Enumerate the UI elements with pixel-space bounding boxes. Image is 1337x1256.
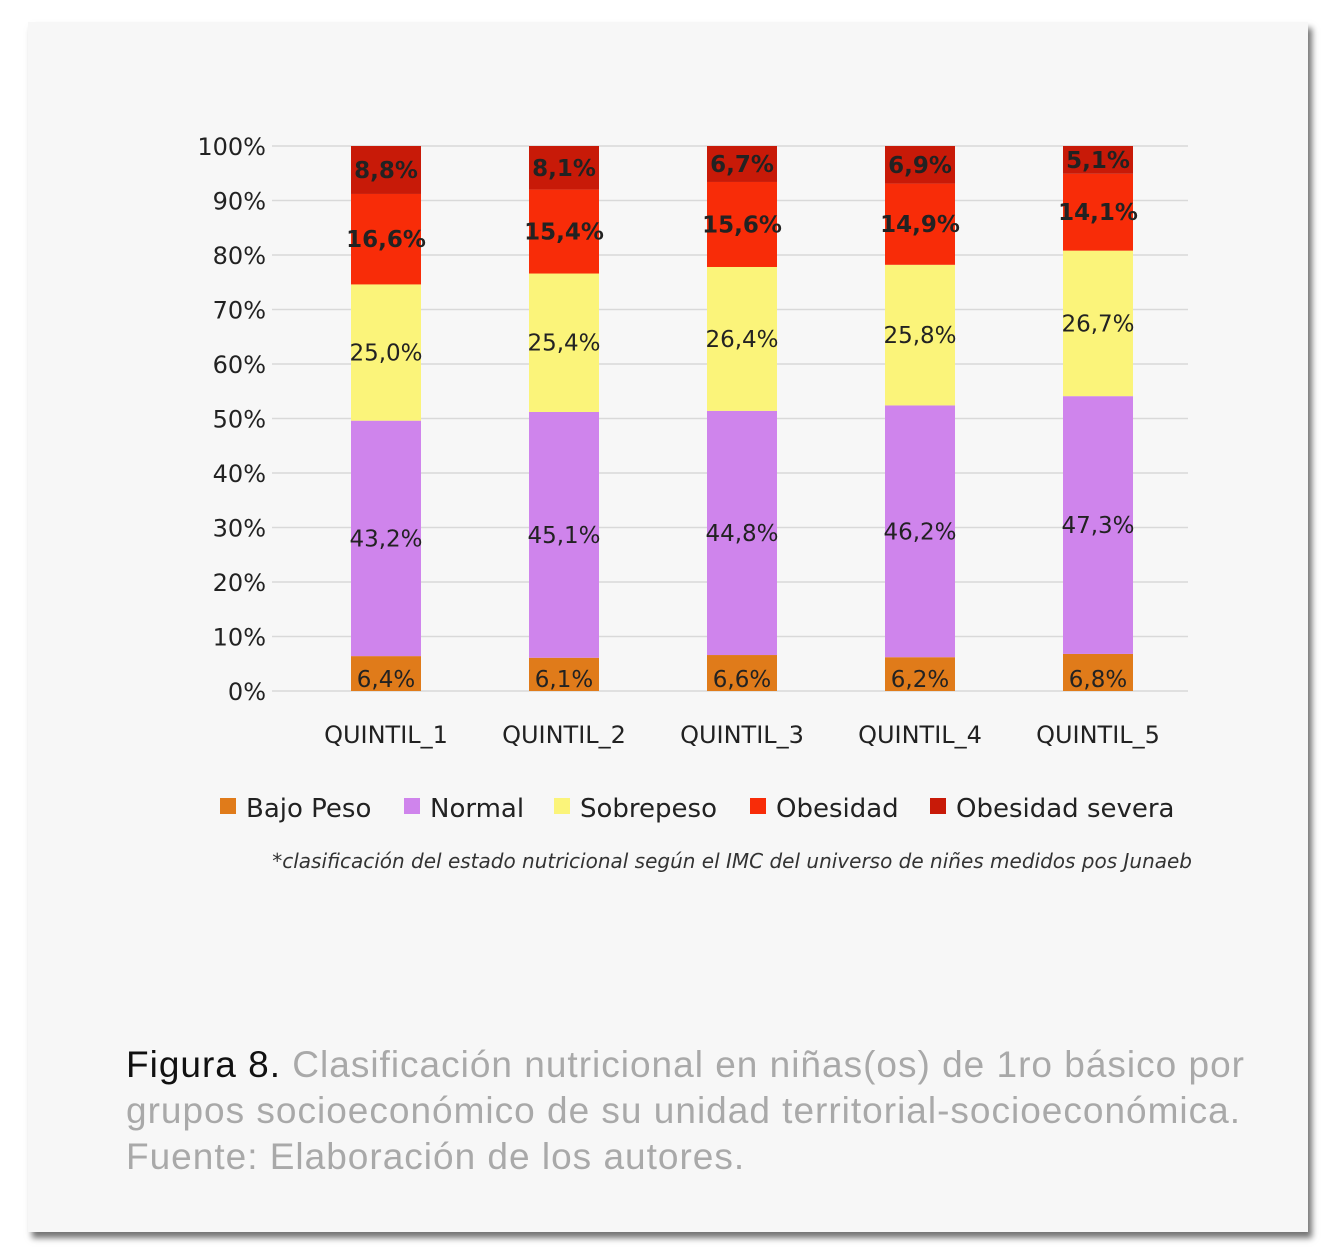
legend-swatch <box>554 798 570 814</box>
data-label: 15,6% <box>702 212 782 238</box>
y-tick-label: 50% <box>213 406 266 434</box>
y-tick-label: 70% <box>213 297 266 325</box>
bar-segment <box>529 189 599 274</box>
legend-swatch <box>930 798 946 814</box>
legend-label: Obesidad severa <box>956 794 1175 824</box>
bar-segment <box>351 420 421 657</box>
data-label: 25,8% <box>883 323 956 349</box>
data-label: 15,4% <box>524 220 604 246</box>
data-label: 6,1% <box>535 667 593 693</box>
chart-note: *clasificación del estado nutricional se… <box>272 849 1192 873</box>
data-label: 44,8% <box>705 521 778 547</box>
data-label: 47,3% <box>1061 513 1134 539</box>
y-tick-label: 90% <box>213 188 266 216</box>
bar-segment <box>529 411 599 658</box>
data-label: 25,4% <box>527 331 600 357</box>
bar-segment <box>351 284 421 421</box>
y-tick-label: 20% <box>213 569 266 597</box>
x-category-label: QUINTIL_2 <box>502 721 626 749</box>
data-label: 14,9% <box>880 212 960 238</box>
y-tick-label: 80% <box>213 242 266 270</box>
figure-caption: Figura 8. Clasificación nutricional en n… <box>126 1042 1286 1180</box>
bar-segment <box>885 657 955 691</box>
bar-segment <box>885 264 955 406</box>
data-label: 26,7% <box>1061 311 1134 337</box>
bar-segment <box>707 655 777 691</box>
data-label: 6,8% <box>1069 667 1127 693</box>
bar-segment <box>707 146 777 182</box>
figure-number: Figura 8. <box>126 1044 282 1085</box>
data-label: 6,6% <box>713 667 771 693</box>
legend-label: Sobrepeso <box>580 794 717 824</box>
bar-segment <box>1063 173 1133 251</box>
bar-segment <box>707 410 777 656</box>
y-tick-label: 60% <box>213 351 266 379</box>
bar-segment <box>529 146 599 190</box>
bar-segment <box>707 266 777 411</box>
legend-label: Obesidad <box>776 794 899 824</box>
y-tick-label: 10% <box>213 624 266 652</box>
x-axis-categories: QUINTIL_1 QUINTIL_2 QUINTIL_3 QUINTIL_4 QUIN… <box>324 721 1160 749</box>
y-tick-label: 40% <box>213 460 266 488</box>
legend-label: Bajo Peso <box>246 794 371 824</box>
bar-segment <box>1063 250 1133 397</box>
data-label: 5,1% <box>1066 148 1130 174</box>
x-category-label: QUINTIL_1 <box>324 721 448 749</box>
bar-segment <box>351 656 421 691</box>
data-label: 6,2% <box>891 667 949 693</box>
bar-segment <box>351 193 421 285</box>
bar-segment <box>885 146 955 184</box>
data-label: 6,9% <box>888 153 952 179</box>
data-label: 26,4% <box>705 327 778 353</box>
legend-label: Normal <box>430 794 524 824</box>
bar-segment <box>529 657 599 691</box>
data-label: 25,0% <box>349 341 422 367</box>
data-label: 6,7% <box>710 152 774 178</box>
data-label: 16,6% <box>346 227 426 253</box>
legend-swatch <box>404 798 420 814</box>
bar-segment <box>885 405 955 658</box>
data-label: 8,8% <box>354 158 418 184</box>
legend-swatch <box>220 798 236 814</box>
data-label: 14,1% <box>1058 200 1138 226</box>
y-tick-label: 0% <box>228 678 266 706</box>
data-label: 45,1% <box>527 523 600 549</box>
bars <box>351 146 1133 691</box>
caption-text: Clasificación nutricional en niñas(os) d… <box>126 1044 1245 1177</box>
bar-segment <box>529 273 599 412</box>
x-category-label: QUINTIL_5 <box>1036 721 1160 749</box>
legend: Bajo Peso Normal Sobrepeso Obesidad Obesidad… <box>220 794 1175 824</box>
data-label: 6,4% <box>357 667 415 693</box>
bar-segment <box>885 183 955 265</box>
legend-swatch <box>750 798 766 814</box>
bar-segment <box>1063 146 1133 174</box>
figure-card: 0% 10% 20% 30% 40% 50% 60% 70% 80% 90% 100% 6,4% 43… <box>28 22 1308 1232</box>
x-category-label: QUINTIL_3 <box>680 721 804 749</box>
data-label: 46,2% <box>883 519 956 545</box>
x-category-label: QUINTIL_4 <box>858 721 982 749</box>
bar-segment <box>1063 396 1133 654</box>
y-axis-ticks: 0% 10% 20% 30% 40% 50% 60% 70% 80% 90% 100% <box>197 133 266 706</box>
y-tick-label: 100% <box>197 133 266 161</box>
data-labels: 6,4% 43,2% 25,0% 16,6% 8,8% 6,1% 45,1% 25,4% 15,… <box>346 148 1138 693</box>
data-label: 43,2% <box>349 526 422 552</box>
stacked-bar-chart: 0% 10% 20% 30% 40% 50% 60% 70% 80% 90% 100% 6,4% 43… <box>197 133 1192 873</box>
bar-segment <box>707 181 777 267</box>
bar-segment <box>351 146 421 194</box>
y-tick-label: 30% <box>213 515 266 543</box>
bar-segment <box>1063 653 1133 691</box>
data-label: 8,1% <box>532 156 596 182</box>
